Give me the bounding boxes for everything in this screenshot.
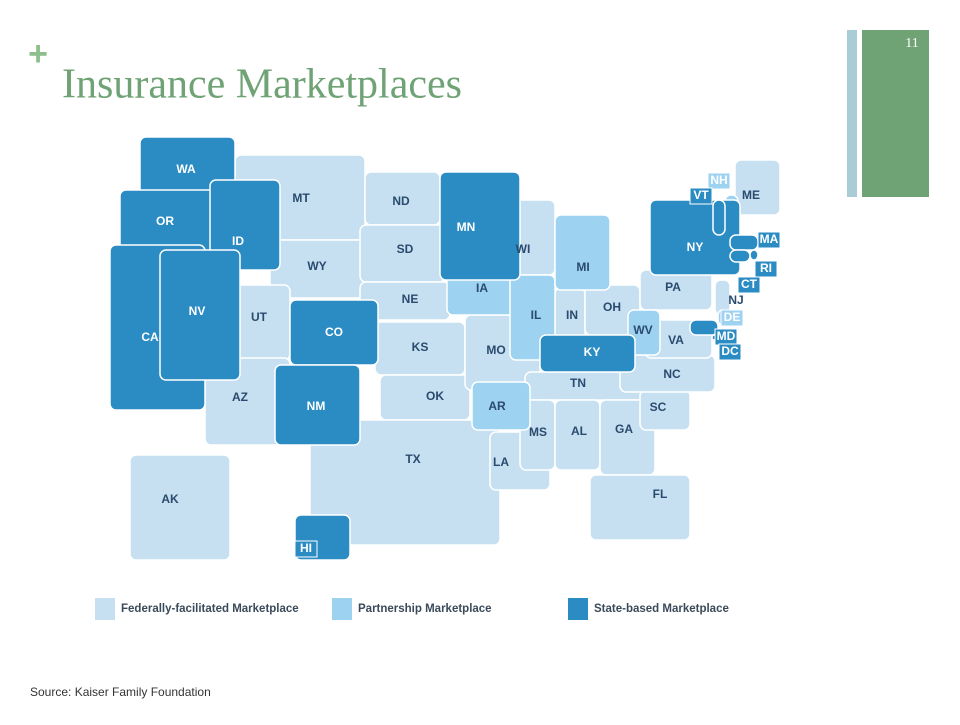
state-label: PA xyxy=(665,280,681,294)
accent-bar xyxy=(862,30,929,197)
state-label: CO xyxy=(325,325,343,339)
accent-bar xyxy=(847,30,857,197)
state-label: SD xyxy=(397,242,414,256)
state-label: MI xyxy=(576,260,589,274)
state-label: SC xyxy=(650,400,667,414)
state-label-box xyxy=(737,276,761,294)
state-label: CA xyxy=(141,330,159,344)
state xyxy=(554,214,611,291)
slide-title: Insurance Marketplaces xyxy=(62,62,462,108)
state xyxy=(729,234,759,251)
state xyxy=(734,159,781,216)
state-label: DC xyxy=(721,344,739,358)
state xyxy=(649,199,741,276)
state-label: WA xyxy=(176,162,196,176)
state-label: GA xyxy=(615,422,633,436)
state-label-box xyxy=(718,343,742,361)
state xyxy=(159,249,241,381)
state-label: AK xyxy=(161,492,179,506)
legend-swatch xyxy=(95,598,115,620)
state-label: NC xyxy=(663,367,681,381)
state-label: CT xyxy=(741,277,758,291)
legend-swatch xyxy=(332,598,352,620)
state-label: OR xyxy=(156,214,174,228)
state xyxy=(627,309,661,356)
state-label: NE xyxy=(402,292,419,306)
legend-label: Partnership Marketplace xyxy=(358,603,492,615)
state-label: KY xyxy=(584,345,601,359)
state-label: FL xyxy=(653,487,668,501)
state-label: VT xyxy=(693,188,709,202)
state-label: NJ xyxy=(728,293,743,307)
state-label: MO xyxy=(486,343,505,357)
page-number: 11 xyxy=(905,36,918,51)
state-label: ND xyxy=(392,194,410,208)
state-label: TX xyxy=(405,452,420,466)
state-label: WY xyxy=(307,259,326,273)
state-label: IN xyxy=(566,308,578,322)
state-label: MA xyxy=(760,232,779,246)
state-label: WI xyxy=(516,242,531,256)
state-label: AL xyxy=(571,424,587,438)
legend-label: Federally-facilitated Marketplace xyxy=(121,603,299,615)
state xyxy=(209,179,281,271)
state-label: AZ xyxy=(232,390,248,404)
us-map: AK MT WY UT AZ ND SD NE KS OK TX MO LA WI IN OH TN MS AL GA… xyxy=(109,136,781,561)
state-label: ME xyxy=(742,188,760,202)
state-label: DE xyxy=(724,310,741,324)
state-label: NH xyxy=(710,173,727,187)
state-label: LA xyxy=(493,455,509,469)
state-label-box xyxy=(294,540,318,558)
state-label: KS xyxy=(412,340,429,354)
state xyxy=(729,249,751,263)
state-label: OH xyxy=(603,300,621,314)
state-label: IL xyxy=(531,308,542,322)
state-label: WV xyxy=(633,323,652,337)
source: Source: Kaiser Family Foundation xyxy=(30,685,211,699)
state-label: VA xyxy=(668,333,684,347)
state xyxy=(439,171,521,281)
state xyxy=(129,454,231,561)
state-label: OK xyxy=(426,389,444,403)
state xyxy=(379,374,471,421)
state-label: AR xyxy=(488,399,506,413)
state-label: ID xyxy=(232,234,244,248)
state-label: MS xyxy=(529,425,547,439)
state-label-box xyxy=(707,172,731,190)
state-label-box xyxy=(757,231,781,249)
state-label: MD xyxy=(717,329,736,343)
state-label: TN xyxy=(570,376,586,390)
state xyxy=(712,199,726,236)
state xyxy=(689,319,719,336)
legend: Federally-facilitated Marketplace Partner… xyxy=(95,598,729,620)
state-label-box xyxy=(720,309,744,327)
state-label-box xyxy=(754,260,778,278)
legend-label: State-based Marketplace xyxy=(594,603,729,615)
state xyxy=(539,334,636,373)
state-label: NY xyxy=(687,240,704,254)
state-label: MN xyxy=(457,220,476,234)
legend-swatch xyxy=(568,598,588,620)
state xyxy=(471,381,531,431)
state-label: HI xyxy=(300,541,312,555)
state-label: RI xyxy=(760,261,772,275)
state-label: MT xyxy=(292,191,310,205)
title-mark: + xyxy=(28,35,48,73)
state xyxy=(589,474,691,541)
state-label: NM xyxy=(307,399,326,413)
state-label: UT xyxy=(251,310,268,324)
state-label: IA xyxy=(476,281,488,295)
state xyxy=(749,249,759,261)
state-label: NV xyxy=(189,304,206,318)
state xyxy=(274,364,361,446)
state-label-box xyxy=(689,187,713,205)
